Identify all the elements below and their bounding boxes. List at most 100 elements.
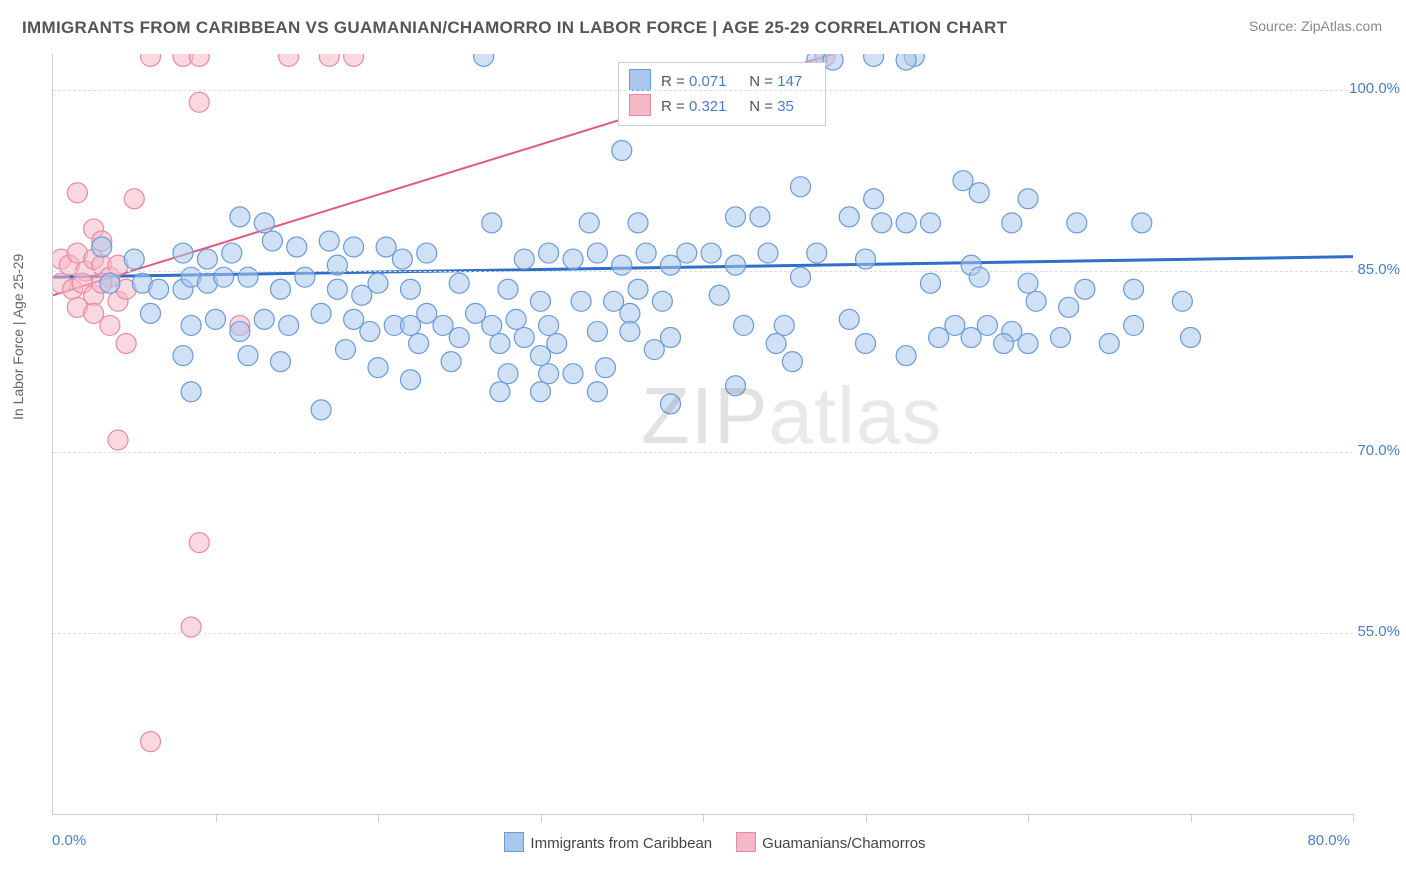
data-point-caribbean <box>1018 273 1038 293</box>
x-tick <box>1191 814 1192 822</box>
legend-swatch-caribbean <box>504 832 524 852</box>
y-tick-label: 85.0% <box>1357 261 1400 278</box>
data-point-caribbean <box>896 54 916 70</box>
data-point-caribbean <box>360 321 380 341</box>
data-point-caribbean <box>734 315 754 335</box>
data-point-caribbean <box>181 315 201 335</box>
x-tick <box>378 814 379 822</box>
data-point-guamanian <box>141 54 161 66</box>
data-point-caribbean <box>872 213 892 233</box>
x-tick <box>216 814 217 822</box>
stat-r-value: 0.321 <box>689 95 741 119</box>
data-point-caribbean <box>141 303 161 323</box>
data-point-caribbean <box>498 364 518 384</box>
chart-title: IMMIGRANTS FROM CARIBBEAN VS GUAMANIAN/C… <box>22 18 1007 38</box>
data-point-caribbean <box>1124 279 1144 299</box>
data-point-caribbean <box>531 382 551 402</box>
data-point-caribbean <box>417 243 437 263</box>
data-point-caribbean <box>1002 213 1022 233</box>
data-point-caribbean <box>758 243 778 263</box>
stat-r-label: R = <box>661 73 689 90</box>
data-point-caribbean <box>327 279 347 299</box>
stat-r-label: R = <box>661 98 689 115</box>
data-point-caribbean <box>677 243 697 263</box>
x-tick <box>1028 814 1029 822</box>
source-attribution: Source: ZipAtlas.com <box>1249 18 1382 34</box>
data-point-caribbean <box>482 213 502 233</box>
data-point-caribbean <box>839 207 859 227</box>
data-point-guamanian <box>100 315 120 335</box>
data-point-caribbean <box>506 309 526 329</box>
data-point-caribbean <box>1172 291 1192 311</box>
x-tick <box>866 814 867 822</box>
plot-area: ZIPatlas R = 0.071 N = 147R = 0.321 N = … <box>52 54 1353 815</box>
data-point-caribbean <box>254 309 274 329</box>
stat-legend-box: R = 0.071 N = 147R = 0.321 N = 35 <box>618 62 826 126</box>
data-point-guamanian <box>108 430 128 450</box>
data-point-caribbean <box>368 358 388 378</box>
data-point-caribbean <box>726 376 746 396</box>
data-point-caribbean <box>1099 334 1119 354</box>
data-point-caribbean <box>149 279 169 299</box>
data-point-caribbean <box>839 309 859 329</box>
data-point-caribbean <box>490 334 510 354</box>
data-point-caribbean <box>482 315 502 335</box>
data-point-caribbean <box>612 141 632 161</box>
data-point-guamanian <box>344 54 364 66</box>
data-point-caribbean <box>539 243 559 263</box>
legend-swatch-caribbean <box>629 69 651 91</box>
data-point-caribbean <box>514 249 534 269</box>
data-point-caribbean <box>921 273 941 293</box>
data-point-caribbean <box>782 352 802 372</box>
data-point-caribbean <box>539 364 559 384</box>
data-point-caribbean <box>401 279 421 299</box>
data-point-caribbean <box>969 183 989 203</box>
x-tick <box>703 814 704 822</box>
data-point-caribbean <box>596 358 616 378</box>
data-point-caribbean <box>262 231 282 251</box>
data-point-guamanian <box>67 183 87 203</box>
data-point-caribbean <box>807 243 827 263</box>
chart-svg <box>53 54 1353 814</box>
data-point-caribbean <box>449 327 469 347</box>
data-point-caribbean <box>856 249 876 269</box>
data-point-caribbean <box>774 315 794 335</box>
data-point-caribbean <box>571 291 591 311</box>
data-point-caribbean <box>124 249 144 269</box>
data-point-caribbean <box>644 340 664 360</box>
data-point-caribbean <box>945 315 965 335</box>
data-point-caribbean <box>1075 279 1095 299</box>
x-tick <box>541 814 542 822</box>
data-point-caribbean <box>271 352 291 372</box>
data-point-caribbean <box>498 279 518 299</box>
data-point-caribbean <box>977 315 997 335</box>
data-point-caribbean <box>206 309 226 329</box>
data-point-caribbean <box>726 207 746 227</box>
data-point-caribbean <box>791 177 811 197</box>
data-point-caribbean <box>181 382 201 402</box>
data-point-caribbean <box>709 285 729 305</box>
data-point-caribbean <box>587 382 607 402</box>
data-point-caribbean <box>1051 327 1071 347</box>
gridline <box>53 271 1353 272</box>
data-point-caribbean <box>100 273 120 293</box>
data-point-caribbean <box>287 237 307 257</box>
legend-label-caribbean: Immigrants from Caribbean <box>530 835 712 852</box>
data-point-caribbean <box>652 291 672 311</box>
data-point-caribbean <box>864 189 884 209</box>
legend-swatch-guamanian <box>736 832 756 852</box>
data-point-caribbean <box>1067 213 1087 233</box>
source-name: ZipAtlas.com <box>1301 18 1382 34</box>
stat-n-label: N = <box>749 73 777 90</box>
data-point-caribbean <box>921 213 941 233</box>
data-point-caribbean <box>896 346 916 366</box>
data-point-caribbean <box>449 273 469 293</box>
data-point-caribbean <box>661 394 681 414</box>
data-point-caribbean <box>173 243 193 263</box>
y-tick-label: 70.0% <box>1357 442 1400 459</box>
y-tick-label: 100.0% <box>1349 80 1400 97</box>
data-point-caribbean <box>531 291 551 311</box>
data-point-caribbean <box>230 321 250 341</box>
stat-n-value: 35 <box>777 95 811 119</box>
bottom-legend: Immigrants from CaribbeanGuamanians/Cham… <box>0 832 1406 852</box>
